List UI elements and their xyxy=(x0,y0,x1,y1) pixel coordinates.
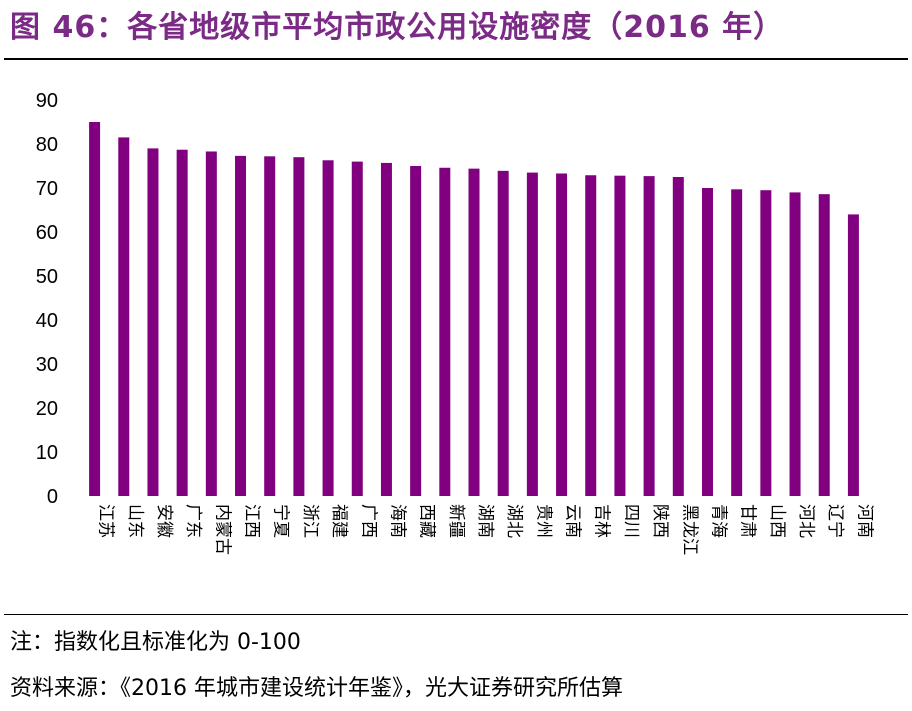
bar xyxy=(322,160,334,496)
bar xyxy=(731,189,743,496)
bar xyxy=(351,161,363,496)
bar xyxy=(468,168,480,496)
bar xyxy=(585,175,597,497)
x-category-label: 内蒙古 xyxy=(212,504,232,555)
x-category-label: 江西 xyxy=(242,504,262,538)
y-tick-label: 10 xyxy=(36,442,58,464)
footer-divider xyxy=(4,614,908,615)
x-category-label: 西藏 xyxy=(417,504,437,538)
x-category-label: 海南 xyxy=(387,504,407,538)
x-category-label: 安徽 xyxy=(154,504,174,538)
bar xyxy=(526,172,538,496)
chart-title: 图 46：各省地级市平均市政公用设施密度（2016 年） xyxy=(10,10,785,45)
x-category-label: 湖北 xyxy=(504,504,524,538)
bar xyxy=(176,149,188,496)
bar xyxy=(264,156,276,496)
bar xyxy=(235,155,247,496)
bar xyxy=(293,157,305,496)
bar xyxy=(89,122,101,496)
x-category-label: 新疆 xyxy=(446,504,466,538)
bar xyxy=(118,137,130,496)
x-category-label: 山东 xyxy=(125,504,145,538)
y-axis: 0 10 20 30 40 50 60 70 80 90 xyxy=(36,90,58,508)
bar xyxy=(672,177,684,496)
bar xyxy=(789,192,801,496)
x-category-label: 陕西 xyxy=(650,504,670,538)
bar xyxy=(497,170,509,496)
y-tick-label: 0 xyxy=(47,486,58,508)
x-category-label: 宁夏 xyxy=(271,504,291,538)
x-category-label: 吉林 xyxy=(592,504,612,538)
x-category-label: 福建 xyxy=(329,504,349,538)
bars xyxy=(89,122,859,497)
bar xyxy=(410,166,422,496)
bar-chart: 0 10 20 30 40 50 60 70 80 90 江苏 山东 安徽 广东 内蒙古 江西 宁夏 浙江 福建广… xyxy=(36,90,875,555)
bar xyxy=(847,214,859,496)
bar xyxy=(556,173,568,497)
bar xyxy=(205,151,217,497)
x-category-label: 山西 xyxy=(767,504,787,538)
x-category-label: 湖南 xyxy=(475,504,495,538)
y-tick-label: 20 xyxy=(36,398,58,420)
x-category-label: 贵州 xyxy=(533,504,553,538)
bar xyxy=(701,188,713,496)
bar xyxy=(614,175,626,496)
y-tick-label: 30 xyxy=(36,354,58,376)
bar xyxy=(147,148,159,496)
y-tick-label: 80 xyxy=(36,134,58,156)
x-category-label: 广西 xyxy=(358,504,378,538)
y-tick-label: 70 xyxy=(36,178,58,200)
x-category-label: 甘肃 xyxy=(738,504,758,538)
x-category-label: 青海 xyxy=(708,504,728,538)
x-category-label: 四川 xyxy=(621,504,641,538)
x-category-label: 云南 xyxy=(563,504,583,538)
x-category-label: 河南 xyxy=(854,504,874,538)
x-category-label: 广东 xyxy=(183,504,203,538)
x-axis-labels: 江苏 山东 安徽 广东 内蒙古 江西 宁夏 浙江 福建 广西 海南 西藏 新疆 湖南 湖北 贵州 云南 吉林 四川陕… xyxy=(96,504,875,555)
y-tick-label: 60 xyxy=(36,222,58,244)
title-divider xyxy=(4,58,908,60)
x-category-label: 河北 xyxy=(796,504,816,538)
x-category-label: 浙江 xyxy=(300,504,320,538)
x-category-label: 黑龙江 xyxy=(679,504,699,555)
bar xyxy=(439,167,451,496)
chart-source: 资料来源：《2016 年城市建设统计年鉴》，光大证券研究所估算 xyxy=(10,676,623,701)
y-tick-label: 50 xyxy=(36,266,58,288)
x-category-label: 辽宁 xyxy=(825,504,845,538)
bar xyxy=(760,190,772,496)
bar xyxy=(380,162,392,497)
x-category-label: 江苏 xyxy=(96,504,116,538)
bar xyxy=(643,176,655,496)
y-tick-label: 90 xyxy=(36,90,58,112)
y-tick-label: 40 xyxy=(36,310,58,332)
bar xyxy=(818,194,830,496)
chart-note: 注：指数化且标准化为 0-100 xyxy=(10,630,301,655)
